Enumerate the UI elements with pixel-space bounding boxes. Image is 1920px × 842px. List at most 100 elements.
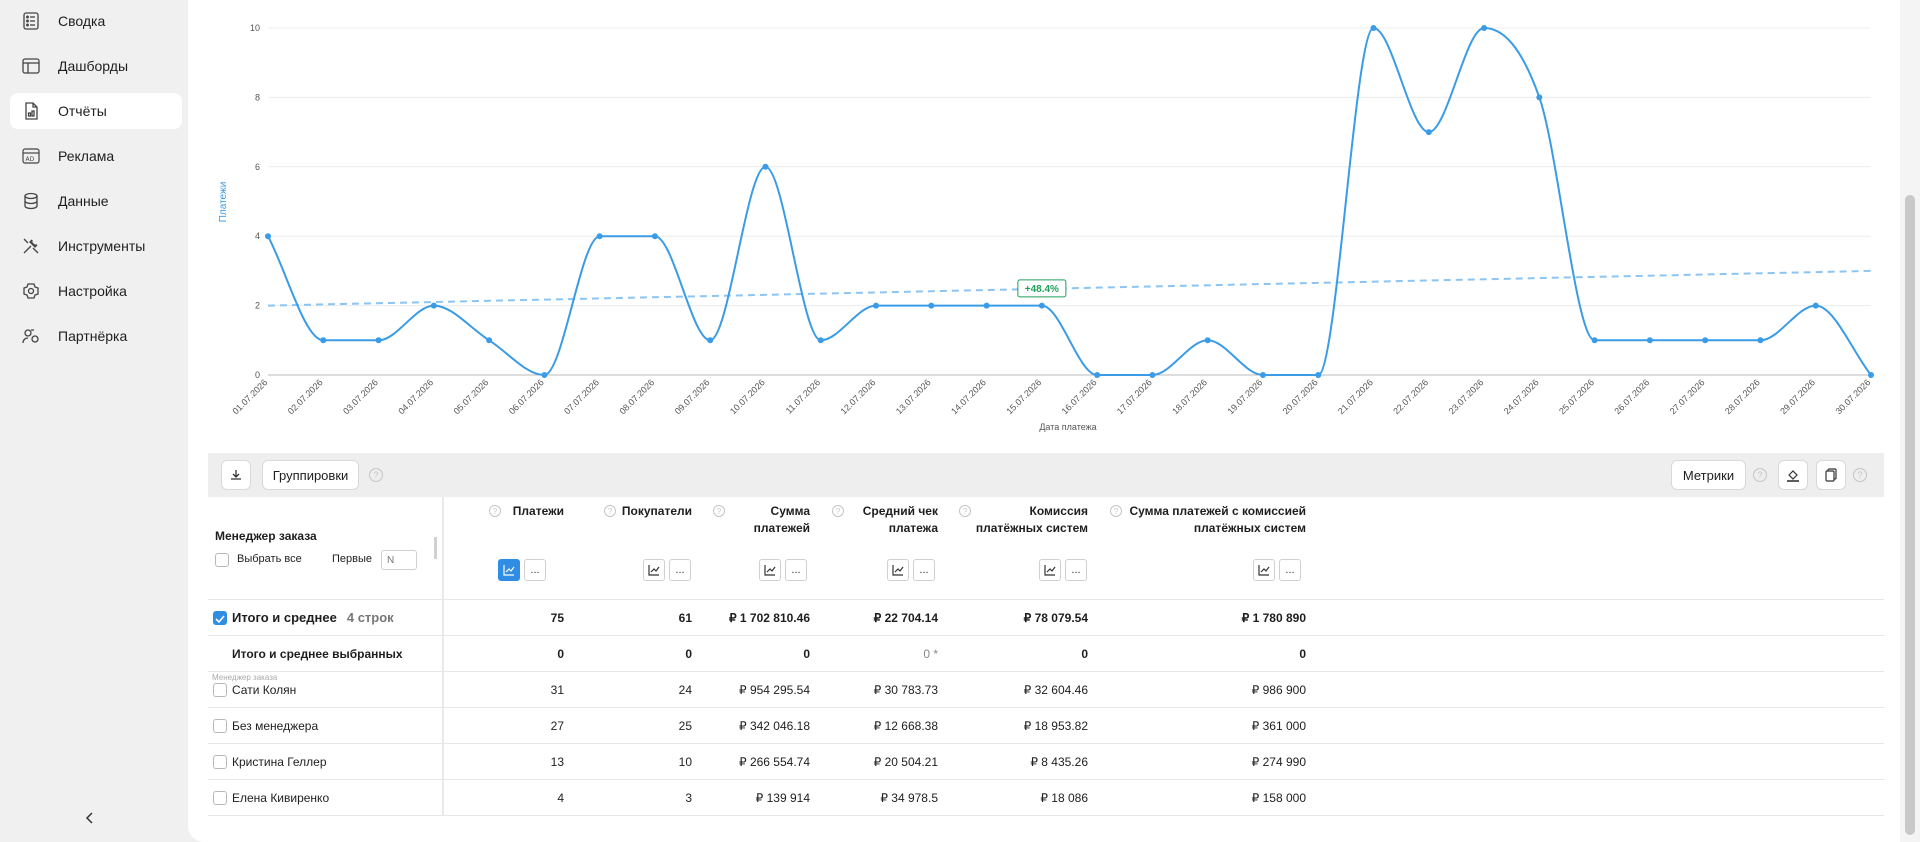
selected-total-row: Итого и среднее выбранных 0 0 0 0 * 0 0 xyxy=(208,636,1884,672)
total-cell: 61 xyxy=(678,611,692,625)
download-button[interactable] xyxy=(221,460,251,490)
column-chart-button[interactable] xyxy=(498,559,520,581)
data-point[interactable] xyxy=(1702,337,1709,344)
table-row[interactable]: Кристина Геллер 13 10 ₽ 266 554.74 ₽ 20 … xyxy=(208,744,1884,780)
page-scrollbar[interactable] xyxy=(1900,0,1920,842)
column-chart-button[interactable] xyxy=(643,559,665,581)
total-row-checkbox[interactable] xyxy=(213,611,227,625)
table-help-icon[interactable]: ? xyxy=(1853,468,1867,482)
row-checkbox[interactable] xyxy=(213,791,227,805)
data-point[interactable] xyxy=(817,337,824,344)
data-point[interactable] xyxy=(375,337,382,344)
table-cell: 3 xyxy=(685,791,692,805)
data-point[interactable] xyxy=(1536,94,1543,101)
main-panel: 0 2 4 6 8 10 01.07.2026 02.07.2026 03.07.2026 04… xyxy=(188,0,1900,842)
scrollbar-thumb[interactable] xyxy=(1905,195,1915,835)
data-point[interactable] xyxy=(1149,372,1156,378)
data-point[interactable] xyxy=(1315,372,1322,378)
column-help-icon[interactable]: ? xyxy=(604,505,616,517)
selected-total-cell: 0 xyxy=(685,647,692,661)
data-point[interactable] xyxy=(1757,337,1764,344)
column-more-button[interactable]: ... xyxy=(785,559,807,581)
data-point[interactable] xyxy=(1259,372,1266,378)
data-point[interactable] xyxy=(1204,337,1211,344)
selected-total-cell: 0 xyxy=(557,647,564,661)
data-point[interactable] xyxy=(1812,302,1819,309)
column-chart-button[interactable] xyxy=(1253,559,1275,581)
column-more-button[interactable]: ... xyxy=(669,559,691,581)
table-row[interactable]: Сати Колян 31 24 ₽ 954 295.54 ₽ 30 783.7… xyxy=(208,672,1884,708)
row-name: Без менеджера xyxy=(232,719,319,733)
download-icon xyxy=(231,470,241,480)
column-help-icon[interactable]: ? xyxy=(1110,505,1122,517)
column-help-icon[interactable]: ? xyxy=(832,505,844,517)
table-header: Менеджер заказа Выбрать все Первые ? Пла… xyxy=(208,497,1884,600)
column-chart-button[interactable] xyxy=(1039,559,1061,581)
data-point[interactable] xyxy=(430,302,437,309)
column-more-button[interactable]: ... xyxy=(524,559,546,581)
data-point[interactable] xyxy=(1868,372,1874,378)
data-point[interactable] xyxy=(873,302,880,309)
groupings-help-icon[interactable]: ? xyxy=(369,468,383,482)
data-point[interactable] xyxy=(486,337,493,344)
sidebar-item-label: Настройка xyxy=(58,283,127,299)
first-n-input[interactable] xyxy=(381,550,417,570)
column-more-button[interactable]: ... xyxy=(1279,559,1301,581)
resize-handle[interactable] xyxy=(434,537,437,559)
svg-text:AD: AD xyxy=(26,156,35,163)
sidebar-item-reports[interactable]: Отчёты xyxy=(10,93,182,129)
data-point[interactable] xyxy=(983,302,990,309)
sidebar-item-dashboards[interactable]: Дашборды xyxy=(10,48,182,84)
sidebar-item-tools[interactable]: Инструменты xyxy=(10,228,182,264)
partners-icon xyxy=(20,325,42,347)
data-point[interactable] xyxy=(928,302,935,309)
data-point[interactable] xyxy=(1370,25,1377,31)
data-point[interactable] xyxy=(596,233,603,240)
column-help-icon[interactable]: ? xyxy=(959,505,971,517)
row-checkbox[interactable] xyxy=(213,719,227,733)
row-checkbox[interactable] xyxy=(213,683,227,697)
data-point[interactable] xyxy=(320,337,327,344)
column-help-icon[interactable]: ? xyxy=(489,505,501,517)
data-point[interactable] xyxy=(1646,337,1653,344)
data-point[interactable] xyxy=(651,233,658,240)
selected-total-cell: 0 xyxy=(1081,647,1088,661)
column-header-avg-check: Средний чек платежа xyxy=(862,504,938,535)
column-chart-button[interactable] xyxy=(759,559,781,581)
payments-line-chart: 0 2 4 6 8 10 01.07.2026 02.07.2026 03.07.2026 04… xyxy=(218,23,1874,432)
table-row[interactable]: Елена Кивиренко 4 3 ₽ 139 914 ₽ 34 978.5… xyxy=(208,780,1884,816)
row-checkbox[interactable] xyxy=(213,755,227,769)
table-cell: ₽ 954 295.54 xyxy=(738,683,810,697)
data-point[interactable] xyxy=(1038,302,1045,309)
data-point[interactable] xyxy=(265,233,271,240)
data-point[interactable] xyxy=(762,163,769,170)
table-row[interactable]: Без менеджера 27 25 ₽ 342 046.18 ₽ 12 66… xyxy=(208,708,1884,744)
data-point[interactable] xyxy=(541,372,548,378)
sidebar: Сводка Дашборды Отчёты AD Реклама Данные… xyxy=(0,0,188,842)
table-cell: 13 xyxy=(550,755,564,769)
metrics-button[interactable]: Метрики xyxy=(1671,460,1746,490)
select-all-checkbox[interactable] xyxy=(215,553,229,567)
data-point[interactable] xyxy=(1094,372,1101,378)
column-chart-button[interactable] xyxy=(887,559,909,581)
data-point[interactable] xyxy=(1481,25,1488,31)
sidebar-collapse-button[interactable] xyxy=(80,808,100,828)
metrics-help-icon[interactable]: ? xyxy=(1753,468,1767,482)
chart-icon xyxy=(892,565,904,576)
sidebar-item-partners[interactable]: Партнёрка xyxy=(10,318,182,354)
column-help-icon[interactable]: ? xyxy=(713,505,725,517)
sidebar-item-data[interactable]: Данные xyxy=(10,183,182,219)
groupings-button[interactable]: Группировки xyxy=(262,460,359,490)
column-more-button[interactable]: ... xyxy=(1065,559,1087,581)
copy-button[interactable] xyxy=(1816,460,1846,490)
data-point[interactable] xyxy=(1591,337,1598,344)
sidebar-item-summary[interactable]: Сводка xyxy=(10,3,182,39)
fill-button[interactable] xyxy=(1778,460,1808,490)
sidebar-item-settings[interactable]: Настройка xyxy=(10,273,182,309)
x-tick-label: 07.07.2026 xyxy=(562,377,601,416)
data-point[interactable] xyxy=(707,337,714,344)
data-point[interactable] xyxy=(1425,129,1432,136)
table-toolbar: Группировки ? Метрики ? ? xyxy=(208,453,1884,497)
column-more-button[interactable]: ... xyxy=(913,559,935,581)
sidebar-item-ads[interactable]: AD Реклама xyxy=(10,138,182,174)
